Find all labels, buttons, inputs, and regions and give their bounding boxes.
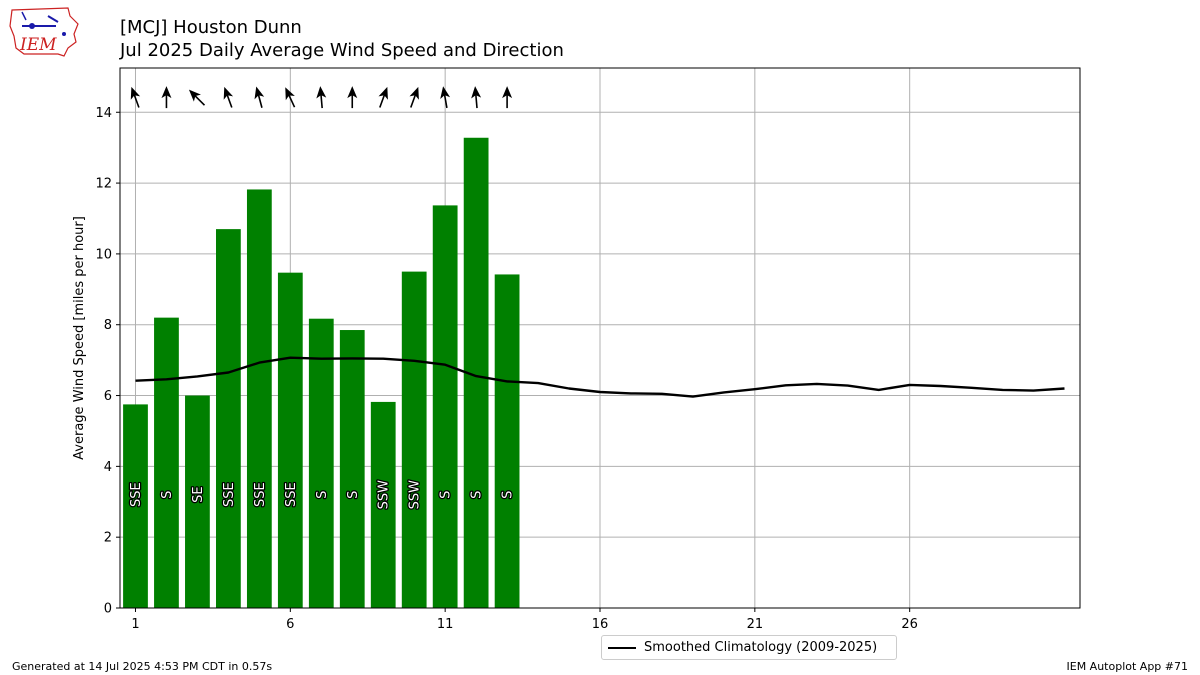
direction-label: SSW xyxy=(408,480,423,510)
wind-speed-bar xyxy=(432,205,458,608)
wind-speed-bar xyxy=(339,330,365,608)
legend-line-swatch xyxy=(608,647,636,649)
wind-speed-bars xyxy=(123,137,520,609)
y-tick-label: 10 xyxy=(95,247,112,262)
direction-arrow xyxy=(188,89,206,106)
direction-label: SSE xyxy=(129,482,144,507)
arrow-shaft xyxy=(410,94,417,108)
arrow-shaft xyxy=(257,94,263,108)
direction-arrow xyxy=(409,86,419,108)
wind-speed-bar xyxy=(401,271,427,608)
x-tick-label: 26 xyxy=(901,617,918,632)
arrow-head xyxy=(502,86,513,99)
wind-speed-bar xyxy=(370,401,396,608)
y-tick-label: 8 xyxy=(104,318,112,333)
wind-speed-bar xyxy=(494,274,520,608)
arrow-shaft xyxy=(133,94,140,108)
y-tick-label: 12 xyxy=(95,177,112,192)
wind-speed-bar xyxy=(154,317,179,608)
direction-label: S xyxy=(160,491,175,499)
wind-speed-bar xyxy=(216,229,241,609)
y-tick-label: 4 xyxy=(104,460,112,475)
direction-label: S xyxy=(315,491,330,499)
chart-subtitle: Jul 2025 Daily Average Wind Speed and Di… xyxy=(120,40,564,61)
arrow-head xyxy=(471,86,482,99)
direction-arrow xyxy=(502,86,513,109)
arrow-head xyxy=(440,86,451,99)
direction-labels: SSE S SE SSE SSE SSE S S SSW SSW S S S xyxy=(128,479,517,511)
arrow-head xyxy=(316,86,327,99)
arrow-head xyxy=(223,86,234,100)
x-tick-label: 16 xyxy=(592,617,609,632)
x-tick-label: 21 xyxy=(747,617,764,632)
legend: Smoothed Climatology (2009-2025) xyxy=(601,635,897,660)
climatology-line-group xyxy=(135,356,1065,398)
direction-arrow xyxy=(378,86,388,108)
direction-arrows xyxy=(130,86,513,109)
arrow-head xyxy=(254,86,265,100)
y-tick-label: 14 xyxy=(95,106,112,121)
arrow-head xyxy=(347,86,358,99)
x-tick-label: 11 xyxy=(437,617,454,632)
y-tick-label: 0 xyxy=(104,602,112,617)
wind-speed-bar xyxy=(185,395,210,608)
arrow-shaft xyxy=(226,94,233,108)
arrow-shaft xyxy=(194,94,206,106)
direction-label: SE xyxy=(191,486,206,502)
wind-speed-bar xyxy=(123,404,148,608)
direction-label: SSE xyxy=(284,482,299,507)
direction-arrow xyxy=(161,86,172,109)
footer-generated-text: Generated at 14 Jul 2025 4:53 PM CDT in … xyxy=(12,660,273,673)
arrow-head xyxy=(161,86,172,99)
arrow-head xyxy=(378,86,388,100)
logo-text: IEM xyxy=(19,35,57,55)
direction-label: S xyxy=(346,491,361,499)
legend-label: Smoothed Climatology (2009-2025) xyxy=(644,640,878,655)
direction-arrow xyxy=(471,86,482,109)
wind-speed-bar xyxy=(277,272,303,608)
footer-app-text: IEM Autoplot App #71 xyxy=(1066,660,1189,673)
direction-label: S xyxy=(470,491,485,499)
direction-arrow xyxy=(223,86,234,108)
arrow-shaft xyxy=(287,94,296,108)
direction-label: S xyxy=(439,491,454,499)
x-tick-label: 6 xyxy=(286,617,294,632)
iem-logo: IEM xyxy=(9,7,79,57)
direction-arrow xyxy=(316,86,327,109)
direction-label: SSE xyxy=(222,482,237,507)
arrow-head xyxy=(130,86,141,100)
wind-speed-bar xyxy=(246,189,272,608)
y-tick-label: 2 xyxy=(104,531,112,546)
arrow-head xyxy=(285,87,295,101)
arrow-head xyxy=(188,89,201,102)
wind-speed-bar xyxy=(308,318,334,608)
chart-title: [MCJ] Houston Dunn xyxy=(120,17,302,38)
arrow-shaft xyxy=(320,94,323,109)
arrow-shaft xyxy=(474,94,478,109)
direction-label: S xyxy=(501,491,516,499)
arrow-shaft xyxy=(443,94,448,109)
y-axis-label: Average Wind Speed [miles per hour] xyxy=(72,216,87,460)
direction-arrow xyxy=(285,87,296,108)
arrow-shaft xyxy=(379,94,386,108)
direction-label: SSW xyxy=(377,480,392,510)
arrow-head xyxy=(409,86,419,100)
climatology-line xyxy=(135,356,1065,398)
direction-arrow xyxy=(130,86,141,108)
direction-arrow xyxy=(440,86,451,109)
x-tick-label: 1 xyxy=(131,617,139,632)
direction-label: SSE xyxy=(253,482,268,507)
y-tick-label: 6 xyxy=(104,389,112,404)
direction-arrow xyxy=(254,86,265,108)
direction-arrow xyxy=(347,86,358,109)
